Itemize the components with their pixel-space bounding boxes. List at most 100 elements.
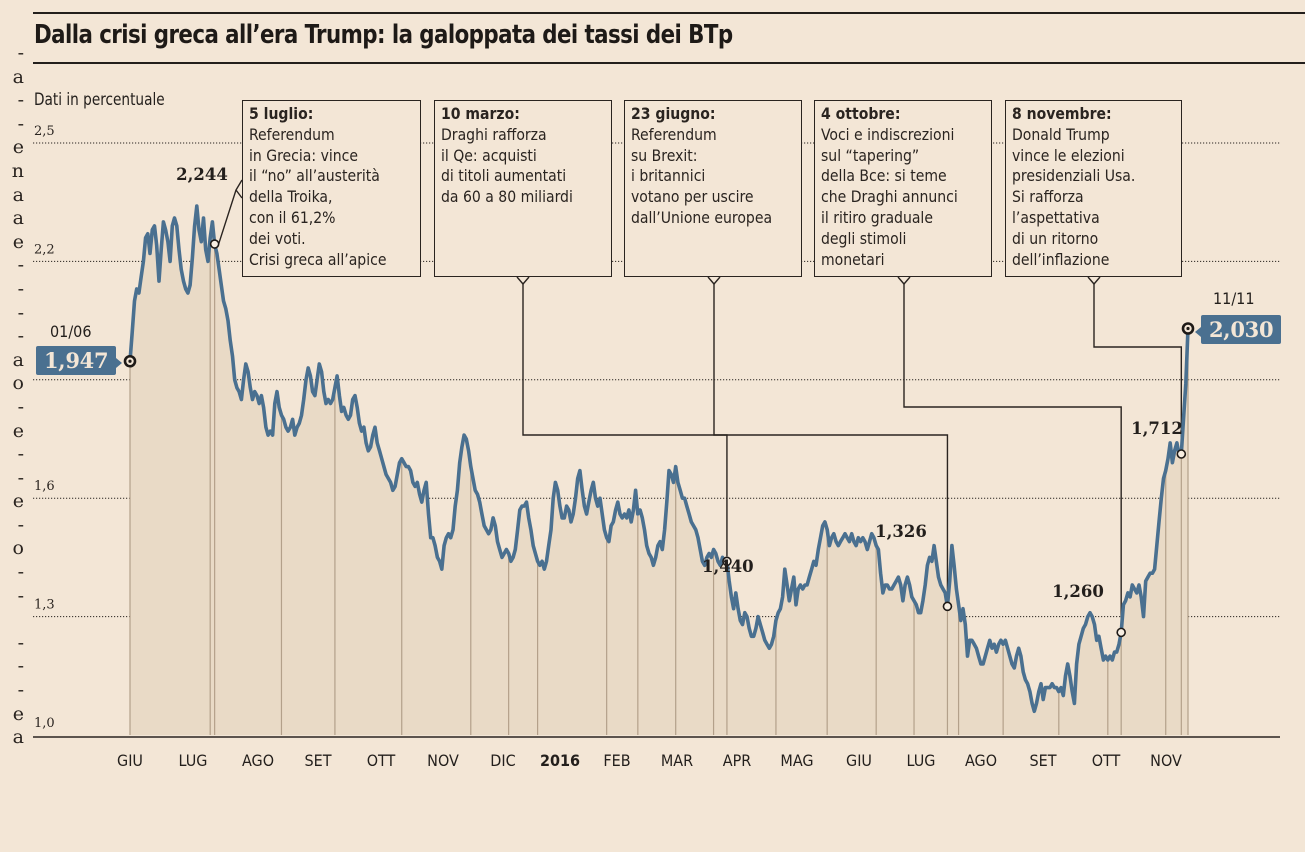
series-line (128, 204, 1190, 714)
annotation-text-line: di titoli aumentati (441, 167, 567, 186)
badge-date-label: 11/11 (1213, 289, 1255, 308)
value-label: 1,440 (702, 557, 754, 576)
chart-subtitle: Dati in percentuale (34, 90, 165, 109)
x-tick-label: NOV (1150, 751, 1182, 770)
annotation-text-line: Donald Trump (1012, 125, 1110, 144)
annotation-date: 4 ottobre: (821, 105, 901, 123)
x-tick-label: OTT (367, 751, 396, 770)
annotation-text-line: Crisi greca all’apice (249, 250, 387, 269)
margin-text-fragment: - (17, 277, 24, 300)
x-tick-label: DIC (490, 751, 515, 770)
annotation-connector (713, 284, 949, 602)
annotation-text-line: della Bce: si teme (821, 167, 947, 186)
margin-text-fragment: e (12, 230, 24, 253)
annotation-text-line: che Draghi annunci (821, 188, 958, 207)
value-marker (209, 239, 220, 249)
annotation-text-line: presidenziali Usa. (1012, 167, 1136, 186)
annotation-pointer (897, 276, 911, 286)
x-axis-labels: GIU LUG AGO SET OTT NOV DIC 2016 FEB MAR APR MAG GIU… (117, 751, 1182, 770)
y-tick-label: 2,5 (34, 124, 55, 139)
annotation-text-line: monetari (821, 250, 885, 269)
margin-text-fragment: - (17, 254, 24, 277)
chart-title: Dalla crisi greca all’era Trump: la galo… (34, 20, 733, 50)
annotation-text-line: della Troika, (249, 188, 333, 207)
y-tick-label: 2,2 (34, 242, 55, 257)
annotation-text-line: dei voti. (249, 229, 306, 248)
margin-text-fragment: a (12, 183, 24, 206)
margin-text-fragment: - (17, 89, 24, 112)
margin-text-fragment: - (17, 655, 24, 678)
value-marker (1116, 627, 1126, 638)
badge-marker-dot (128, 359, 132, 363)
annotation-pointer (235, 189, 243, 199)
value-badge: 1,947 (36, 346, 117, 375)
x-tick-label: MAG (780, 751, 813, 770)
value-label: 2,244 (176, 165, 228, 184)
x-tick-label: OTT (1092, 751, 1121, 770)
margin-text-fragment: - (17, 395, 24, 418)
annotation-text-line: l’aspettativa (1012, 208, 1100, 227)
x-tick-label: FEB (603, 751, 630, 770)
annotation-date: 23 giugno: (631, 105, 716, 123)
margin-text-fragment: - (17, 561, 24, 584)
annotation-text-line: Referendum (631, 125, 717, 144)
series-area-fill (130, 206, 1188, 736)
annotation-text-line: in Grecia: vince (249, 146, 359, 165)
annotation-box: 10 marzo: Draghi rafforza il Qe: acquisti d… (434, 100, 612, 277)
annotation-connector (1093, 284, 1183, 449)
annotation-text-line: degli stimoli (821, 229, 907, 248)
annotation-text-line: su Brexit: (631, 146, 698, 165)
margin-text-fragment: e (12, 702, 24, 725)
x-tick-label: AGO (242, 751, 274, 770)
y-tick-label: 1,3 (34, 598, 55, 613)
annotation-text-line: Referendum (249, 125, 335, 144)
margin-text-fragment: - (17, 325, 24, 348)
highlight-markers: 2,244 1,440 1,326 1,260 1,712 (123, 165, 1195, 638)
badge-pointer (1195, 327, 1201, 337)
annotation-text-line: Voci e indiscrezioni (821, 125, 955, 144)
annotation-text-line: con il 61,2% (249, 208, 336, 227)
x-tick-label: APR (723, 751, 752, 770)
value-marker (1176, 449, 1187, 459)
title-rule (33, 62, 1305, 64)
margin-text-fragment: a (12, 348, 24, 371)
margin-text-fragment: - (17, 443, 24, 466)
margin-text-fragment: e (12, 136, 24, 159)
value-label: 1,712 (1131, 419, 1183, 438)
margin-text-fragment: o (12, 372, 24, 395)
annotation-date: 10 marzo: (441, 105, 520, 123)
margin-text-fragment: e (12, 419, 24, 442)
value-badge: 2,030 (1201, 315, 1282, 344)
badge-marker-dot (1186, 326, 1190, 331)
margin-text-fragment: n (11, 159, 24, 182)
y-tick-label: 1,0 (34, 716, 55, 731)
badge-date-label: 01/06 (50, 322, 92, 341)
highlight-drop-lines (129, 239, 1189, 735)
annotation-text-line: il ritiro graduale (821, 208, 933, 227)
top-rule (33, 12, 1305, 14)
margin-text-fragment: - (17, 679, 24, 702)
margin-text-fragment: - (17, 631, 24, 654)
margin-text-fragment: a (12, 65, 24, 88)
x-tick-label: LUG (179, 751, 208, 770)
annotation-text-line: da 60 a 80 miliardi (441, 188, 573, 207)
annotation-date: 8 novembre: (1012, 105, 1112, 123)
badge-pointer (116, 358, 122, 368)
x-tick-label: SET (304, 751, 331, 770)
margin-text-fragment: - (17, 513, 24, 536)
y-tick-label: 1,6 (34, 479, 55, 494)
annotation-connectors (217, 179, 1183, 628)
annotation-pointer (516, 276, 530, 286)
annotation-text-line: Draghi rafforza (441, 125, 547, 144)
x-tick-label: LUG (907, 751, 936, 770)
margin-text-fragment: - (17, 42, 24, 64)
y-axis-labels: 2,5 2,2 1,6 1,3 1,0 (34, 124, 55, 731)
x-tick-label: MAR (661, 751, 693, 770)
value-label: 1,326 (875, 522, 927, 541)
margin-text-fragment: o (12, 537, 24, 560)
annotation-connector (217, 179, 243, 245)
x-tick-label: AGO (965, 751, 997, 770)
annotation-text-line: vince le elezioni (1012, 146, 1125, 165)
margin-text-fragment: - (17, 112, 24, 135)
margin-text-fragment: a (12, 207, 24, 230)
